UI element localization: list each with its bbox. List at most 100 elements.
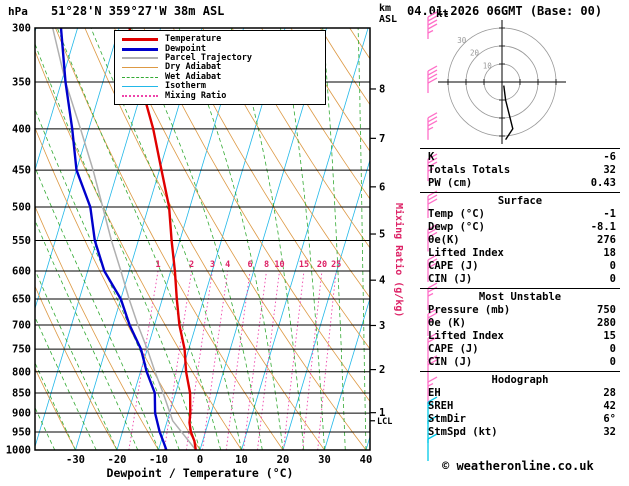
legend-label: Dewpoint (165, 43, 206, 54)
divider (420, 148, 620, 149)
legend-item: Wet Adiabat (122, 72, 321, 82)
legend-label: Dry Adiabat (165, 62, 222, 73)
legend-item: Parcel Trajectory (122, 52, 321, 63)
mixing-ratio-axis-title: Mixing Ratio (g/kg) (393, 203, 405, 317)
svg-text:-20: -20 (108, 454, 127, 466)
stat-label: CAPE (J) (428, 343, 479, 355)
legend-item: Mixing Ratio (122, 91, 321, 100)
stat-row: θe(K) 276 (420, 234, 620, 247)
legend: Temperature Dewpoint Parcel Trajectory Dry … (114, 30, 326, 105)
stat-row: Pressure (mb) 750 (420, 304, 620, 317)
altitude-unit-km: km (379, 3, 392, 14)
stat-row: StmSpd (kt) 32 (420, 426, 620, 439)
temperature-curve (128, 28, 197, 450)
altitude-axis-unit: km ASL (379, 3, 397, 25)
wind-barb (427, 223, 438, 252)
stat-row: Lifted Index 15 (420, 330, 620, 343)
legend-line-sample (122, 86, 158, 88)
km-tick-label: 8 (379, 83, 385, 95)
svg-text:550: 550 (12, 235, 31, 247)
svg-text:300: 300 (12, 23, 31, 35)
station-title: 51°28'N 359°27'W 38m ASL (51, 4, 225, 18)
legend-line-sample (122, 38, 158, 42)
stat-row: EH 28 (420, 387, 620, 400)
wind-barb (427, 308, 438, 336)
svg-text:1: 1 (155, 260, 160, 270)
svg-text:30: 30 (318, 454, 331, 466)
stat-value: 0 (609, 260, 616, 272)
sounding-curves (51, 28, 197, 450)
stat-row: SREH 42 (420, 400, 620, 413)
hodograph-ring-label: 10 (483, 61, 493, 70)
stat-label: Pressure (mb) (428, 304, 511, 316)
stat-label: CIN (J) (428, 273, 473, 285)
stat-row: CIN (J) 0 (420, 273, 620, 286)
stat-label: CAPE (J) (428, 260, 479, 272)
stat-label: Dewp (°C) (428, 221, 485, 233)
svg-text:0: 0 (197, 454, 203, 466)
svg-text:10: 10 (235, 454, 248, 466)
stat-value: 18 (603, 247, 616, 259)
stat-label: StmSpd (kt) (428, 426, 498, 438)
mixing-ratio-labels: 1 2 3 4 6 8 10 15 20 25 (155, 260, 341, 270)
divider (420, 192, 620, 193)
stat-row: CAPE (J) 0 (420, 343, 620, 356)
svg-text:2: 2 (189, 260, 194, 270)
stat-row: K -6 (420, 151, 620, 164)
stat-row: Totals Totals 32 (420, 164, 620, 177)
svg-text:-30: -30 (66, 454, 85, 466)
km-tick-label: 4 (379, 275, 385, 287)
wind-barb (427, 11, 438, 39)
stat-value: 0 (609, 343, 616, 355)
stat-label: PW (cm) (428, 177, 473, 189)
stat-value: 15 (603, 330, 616, 342)
stat-value: 276 (597, 234, 616, 246)
plot-border (34, 27, 371, 451)
svg-text:350: 350 (12, 77, 31, 89)
wind-barb (427, 153, 438, 182)
divider (420, 371, 620, 372)
svg-text:500: 500 (12, 202, 31, 214)
wind-barb (427, 254, 438, 282)
stat-label: Temp (°C) (428, 208, 485, 220)
stat-value: -6 (603, 151, 616, 163)
km-tick-label: 6 (379, 181, 385, 193)
svg-text:450: 450 (12, 165, 31, 177)
svg-text:950: 950 (12, 427, 31, 439)
legend-item: Temperature (122, 35, 321, 44)
pressure-axis-unit: hPa (8, 5, 28, 18)
copyright: © weatheronline.co.uk (442, 459, 594, 473)
altitude-scale: 1 2 3 4 5 6 7 8 LCL (370, 83, 392, 427)
stat-label: Totals Totals (428, 164, 511, 176)
stats-section-title: Hodograph (491, 374, 549, 386)
svg-text:750: 750 (12, 344, 31, 356)
x-axis-title: Dewpoint / Temperature (°C) (107, 466, 294, 480)
stat-row: Temp (°C) -1 (420, 208, 620, 221)
svg-text:20: 20 (277, 454, 290, 466)
stat-label: SREH (428, 400, 454, 412)
stat-label: K (428, 151, 435, 163)
stat-label: CIN (J) (428, 356, 473, 368)
legend-label: Parcel Trajectory (165, 52, 252, 63)
stat-value: 0 (609, 356, 616, 368)
stats-section-title: Most Unstable (478, 291, 562, 303)
dewpoint-curve (59, 28, 168, 450)
legend-line-sample (122, 67, 158, 69)
hodograph-ring-label: 30 (457, 36, 467, 45)
stat-row: Lifted Index 18 (420, 247, 620, 260)
svg-text:4: 4 (225, 260, 230, 270)
legend-label: Mixing Ratio (165, 90, 227, 101)
stat-value: 750 (597, 304, 616, 316)
stat-value: 0 (609, 273, 616, 285)
svg-text:850: 850 (12, 388, 31, 400)
stat-value: -8.1 (590, 221, 616, 233)
svg-text:900: 900 (12, 408, 31, 420)
stat-value: 42 (603, 400, 616, 412)
stat-label: θe(K) (428, 234, 460, 246)
stat-label: StmDir (428, 413, 466, 425)
hodograph-unit-label: kt (436, 8, 449, 20)
legend-line-sample (122, 95, 158, 98)
km-tick-label: 5 (379, 229, 385, 241)
